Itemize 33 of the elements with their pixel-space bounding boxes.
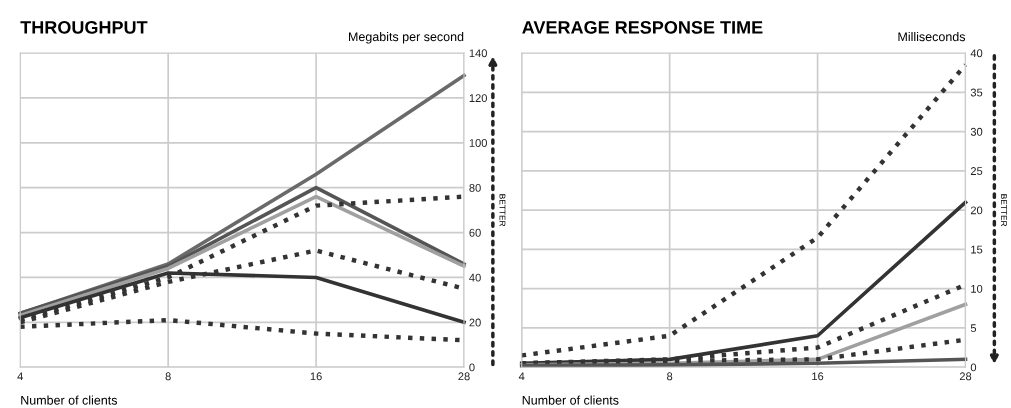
x-tick-label: 28 bbox=[458, 372, 470, 381]
x-axis-title: Number of clients bbox=[21, 395, 118, 405]
x-tick-label: 8 bbox=[667, 372, 673, 381]
text: BETTER bbox=[499, 194, 506, 227]
y-tick-label: 60 bbox=[469, 228, 481, 237]
y-tick-label: 100 bbox=[469, 139, 487, 147]
y-tick-label: 20 bbox=[469, 318, 481, 327]
x-tick-label: 4 bbox=[17, 372, 23, 381]
x-tick-label: 4 bbox=[518, 372, 525, 381]
chart-title: AVERAGE RESPONSE TIME bbox=[522, 20, 763, 34]
y-tick-label: 15 bbox=[971, 245, 983, 254]
y-tick-label: 40 bbox=[469, 273, 481, 282]
text: BETTER bbox=[1001, 194, 1007, 227]
x-tick-label: 16 bbox=[310, 372, 322, 381]
y-tick-label: 0 bbox=[469, 363, 475, 372]
y-tick-label: 5 bbox=[970, 324, 977, 333]
y-tick-label: 25 bbox=[970, 167, 983, 175]
y-axis-title: Megabits per second bbox=[349, 31, 464, 44]
y-tick-label: 35 bbox=[970, 88, 983, 97]
y-tick-label: 80 bbox=[469, 183, 481, 192]
y-tick-label: 10 bbox=[971, 284, 983, 293]
x-tick-label: 16 bbox=[812, 372, 824, 381]
y-tick-label: 40 bbox=[970, 49, 983, 58]
y-tick-label: 20 bbox=[970, 206, 983, 215]
y-tick-label: 0 bbox=[970, 363, 977, 372]
y-tick-label: 120 bbox=[469, 94, 487, 103]
x-tick-label: 8 bbox=[165, 372, 171, 381]
y-axis-title: Milliseconds bbox=[898, 31, 966, 42]
y-tick-label: 30 bbox=[970, 127, 983, 136]
x-axis-title: Number of clients bbox=[522, 395, 619, 405]
chart-title: THROUGHPUT bbox=[20, 20, 148, 34]
y-tick-label: 140 bbox=[469, 49, 487, 58]
x-tick-label: 28 bbox=[959, 372, 972, 381]
